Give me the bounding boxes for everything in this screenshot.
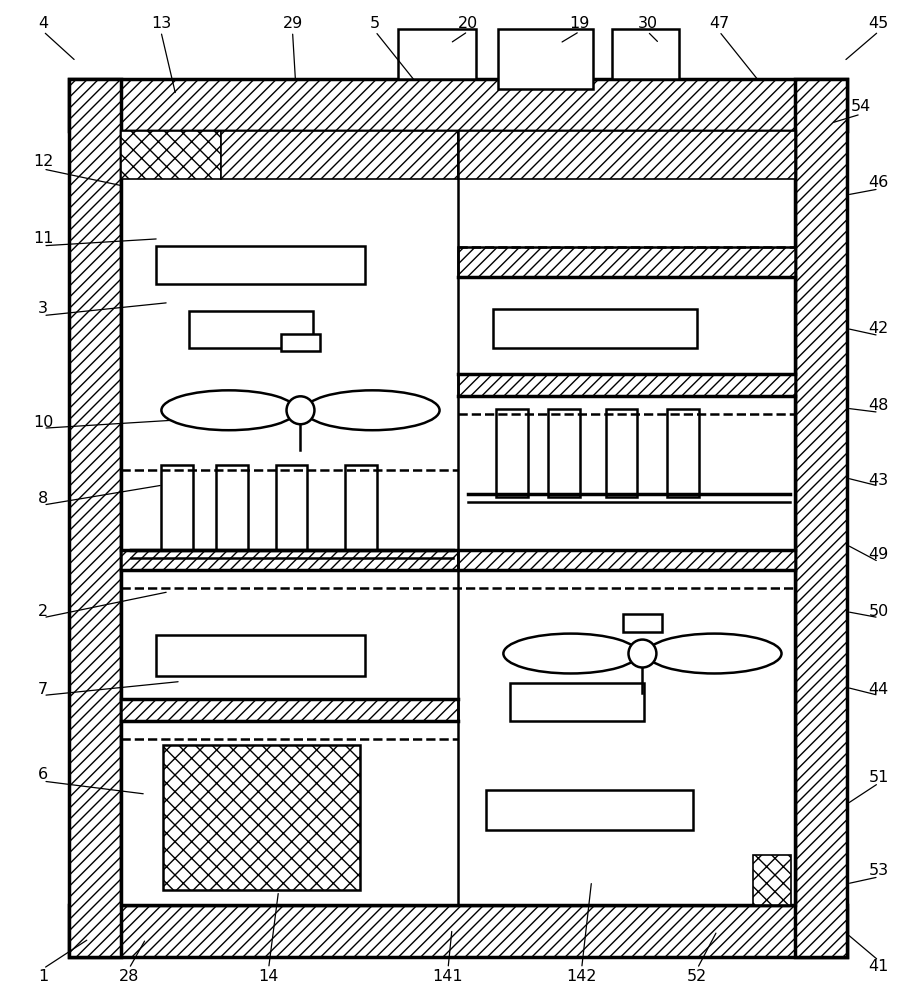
Bar — [121, 699, 458, 721]
Text: 49: 49 — [868, 547, 889, 562]
Bar — [121, 131, 795, 905]
Text: 54: 54 — [851, 99, 871, 114]
Bar — [606, 409, 637, 497]
Text: 48: 48 — [868, 398, 889, 413]
Bar — [458, 550, 795, 570]
Text: 6: 6 — [39, 767, 49, 782]
Bar — [121, 131, 220, 179]
Bar — [156, 246, 365, 284]
Text: 53: 53 — [868, 863, 889, 878]
Text: 1: 1 — [39, 969, 49, 984]
Text: 142: 142 — [566, 969, 597, 984]
Bar — [458, 374, 795, 396]
Bar — [498, 29, 593, 89]
Text: 20: 20 — [458, 16, 478, 31]
Ellipse shape — [305, 390, 440, 430]
Text: 41: 41 — [868, 959, 889, 974]
Bar — [161, 465, 193, 553]
Bar — [216, 465, 248, 553]
Bar — [220, 131, 458, 179]
Text: 12: 12 — [33, 154, 53, 169]
Bar — [156, 635, 365, 676]
Bar — [486, 790, 693, 830]
Bar — [458, 247, 795, 277]
Text: 5: 5 — [370, 16, 380, 31]
Text: 51: 51 — [868, 770, 889, 785]
Text: 4: 4 — [39, 16, 49, 31]
Text: 47: 47 — [709, 16, 729, 31]
Circle shape — [629, 640, 656, 667]
Bar — [548, 409, 579, 497]
Text: 10: 10 — [33, 415, 53, 430]
Bar — [69, 79, 121, 957]
Ellipse shape — [647, 634, 781, 673]
Bar — [121, 550, 458, 570]
Bar — [493, 309, 698, 348]
Text: 42: 42 — [868, 321, 889, 336]
Bar — [611, 29, 679, 79]
Text: 28: 28 — [118, 969, 140, 984]
Text: 2: 2 — [39, 604, 49, 619]
Text: 43: 43 — [868, 473, 889, 488]
Text: 30: 30 — [637, 16, 657, 31]
Bar — [458, 131, 795, 179]
Bar — [69, 905, 846, 957]
Ellipse shape — [162, 390, 296, 430]
Bar — [496, 409, 528, 497]
Text: 3: 3 — [39, 301, 49, 316]
Bar — [509, 683, 644, 721]
Bar — [275, 465, 308, 553]
Bar — [622, 614, 663, 632]
Text: 19: 19 — [569, 16, 590, 31]
Bar — [162, 745, 360, 890]
Bar — [398, 29, 476, 79]
Text: 46: 46 — [868, 175, 889, 190]
Text: 8: 8 — [39, 491, 49, 506]
Text: 141: 141 — [432, 969, 464, 984]
Bar — [69, 79, 846, 131]
Text: 44: 44 — [868, 682, 889, 697]
Bar — [753, 855, 791, 905]
Bar — [189, 311, 313, 348]
Text: 11: 11 — [33, 231, 53, 246]
Circle shape — [286, 396, 315, 424]
Text: 13: 13 — [151, 16, 171, 31]
Text: 52: 52 — [688, 969, 708, 984]
Bar — [281, 334, 320, 351]
Ellipse shape — [503, 634, 638, 673]
Bar — [795, 79, 846, 957]
Text: 7: 7 — [39, 682, 49, 697]
Text: 29: 29 — [283, 16, 303, 31]
Bar — [345, 465, 377, 553]
Text: 50: 50 — [868, 604, 889, 619]
Text: 14: 14 — [258, 969, 279, 984]
Text: 45: 45 — [868, 16, 889, 31]
Bar — [667, 409, 700, 497]
